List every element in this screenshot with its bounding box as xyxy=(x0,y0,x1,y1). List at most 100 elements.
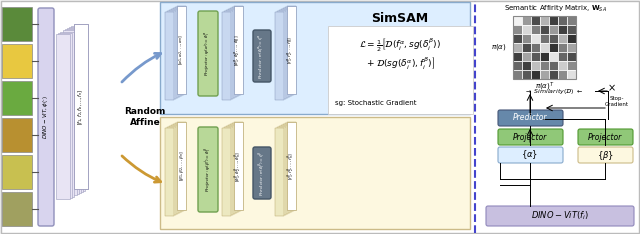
Bar xyxy=(522,70,531,79)
Bar xyxy=(279,10,288,98)
Bar xyxy=(540,70,549,79)
Bar xyxy=(232,7,241,95)
Bar xyxy=(277,11,286,99)
Bar xyxy=(558,16,567,25)
Bar xyxy=(549,61,558,70)
Bar xyxy=(167,11,176,99)
FancyBboxPatch shape xyxy=(578,129,633,145)
Bar xyxy=(2,118,32,152)
Bar xyxy=(513,52,522,61)
Bar xyxy=(513,16,576,79)
Bar xyxy=(169,10,178,98)
Bar xyxy=(224,11,233,99)
Text: $\pi(\alpha)^T$: $\pi(\alpha)^T$ xyxy=(534,81,554,93)
Bar xyxy=(531,34,540,43)
Bar xyxy=(173,124,182,212)
Bar xyxy=(328,26,473,114)
Bar xyxy=(167,127,176,215)
Bar xyxy=(60,32,74,197)
Bar xyxy=(522,16,531,25)
Bar xyxy=(513,43,522,52)
Bar xyxy=(283,8,292,96)
Bar xyxy=(169,126,178,214)
Bar xyxy=(275,12,284,100)
Bar xyxy=(56,34,70,199)
Bar xyxy=(531,52,540,61)
Text: $[f_1^\alpha, f_2^\alpha, \ldots, f_n^\alpha]$: $[f_1^\alpha, f_2^\alpha, \ldots, f_n^\a… xyxy=(287,36,296,64)
Bar xyxy=(531,70,540,79)
Bar xyxy=(74,24,88,189)
Bar xyxy=(283,124,292,212)
Bar xyxy=(549,43,558,52)
Bar xyxy=(69,27,83,192)
Bar xyxy=(160,117,470,229)
Text: $DINO-ViT, \phi(\cdot)$: $DINO-ViT, \phi(\cdot)$ xyxy=(42,95,51,139)
Text: Predictor: Predictor xyxy=(513,113,547,123)
Bar xyxy=(540,16,549,25)
Bar xyxy=(224,127,233,215)
Bar xyxy=(540,34,549,43)
Bar xyxy=(285,7,294,95)
Bar xyxy=(232,123,241,211)
Text: Projector: Projector xyxy=(588,132,622,142)
Bar xyxy=(175,123,184,211)
FancyBboxPatch shape xyxy=(578,147,633,163)
Text: Semantic Affirity Matrix, $\mathbf{W}_{SA}$: Semantic Affirity Matrix, $\mathbf{W}_{S… xyxy=(504,4,607,14)
Bar xyxy=(177,122,186,210)
Bar xyxy=(522,61,531,70)
Bar xyxy=(222,12,231,100)
Bar xyxy=(287,122,296,210)
Bar xyxy=(63,30,77,195)
Text: sg: Stochastic Gradient: sg: Stochastic Gradient xyxy=(335,100,417,106)
FancyBboxPatch shape xyxy=(486,206,634,226)
Bar xyxy=(522,52,531,61)
Bar xyxy=(513,61,522,70)
Bar xyxy=(549,34,558,43)
Text: $[\beta_1, \beta_2, \ldots, \beta_n]$: $[\beta_1, \beta_2, \ldots, \beta_n]$ xyxy=(177,151,186,181)
Bar xyxy=(285,123,294,211)
Bar xyxy=(522,25,531,34)
Bar xyxy=(72,26,85,191)
Bar xyxy=(567,34,576,43)
Bar xyxy=(173,8,182,96)
Bar xyxy=(177,6,186,94)
Bar xyxy=(171,9,180,97)
Text: Random
Affine: Random Affine xyxy=(124,107,166,127)
Bar xyxy=(558,25,567,34)
Bar xyxy=(226,126,235,214)
Text: $[\alpha_1, \alpha_2, \ldots, \alpha_n]$: $[\alpha_1, \alpha_2, \ldots, \alpha_n]$ xyxy=(178,35,185,66)
FancyBboxPatch shape xyxy=(498,129,563,145)
Bar xyxy=(522,34,531,43)
Bar xyxy=(281,125,290,213)
Text: $\rightarrow$ $Similarity(\mathcal{D})$ $\leftarrow$: $\rightarrow$ $Similarity(\mathcal{D})$ … xyxy=(524,87,584,95)
Bar xyxy=(513,34,522,43)
Bar xyxy=(226,10,235,98)
Text: $\left.+ \mathcal{D}(sg(\delta_i^{\alpha}), f_i^{\beta})\right]$: $\left.+ \mathcal{D}(sg(\delta_i^{\alpha… xyxy=(365,56,435,72)
Bar xyxy=(522,43,531,52)
Text: SimSAM: SimSAM xyxy=(371,12,429,25)
Bar xyxy=(165,128,174,216)
Bar xyxy=(558,52,567,61)
Bar xyxy=(531,25,540,34)
Bar xyxy=(175,7,184,95)
Bar xyxy=(228,125,237,213)
Bar xyxy=(531,61,540,70)
Text: $\{\alpha\}$: $\{\alpha\}$ xyxy=(522,149,539,161)
Bar xyxy=(234,6,243,94)
Bar xyxy=(228,9,237,97)
Bar xyxy=(531,16,540,25)
Bar xyxy=(513,70,522,79)
FancyBboxPatch shape xyxy=(198,127,218,212)
Text: $[\delta_1^\alpha, \delta_2^\alpha, \ldots, \delta_n^\alpha]$: $[\delta_1^\alpha, \delta_2^\alpha, \ldo… xyxy=(234,34,243,66)
Bar xyxy=(540,25,549,34)
Bar xyxy=(549,52,558,61)
Bar xyxy=(171,125,180,213)
Text: $[f_1^\beta, f_2^\beta, \ldots, f_n^\beta]$: $[f_1^\beta, f_2^\beta, \ldots, f_n^\bet… xyxy=(286,152,297,180)
Bar xyxy=(160,2,470,114)
Bar xyxy=(567,25,576,34)
Bar xyxy=(2,192,32,226)
Bar xyxy=(549,25,558,34)
Bar xyxy=(513,16,522,25)
Text: $[f_1, f_2, f_b, \ldots, f_n]$: $[f_1, f_2, f_b, \ldots, f_n]$ xyxy=(76,89,85,125)
Text: $Projector: \psi(\beta^i) = \delta_i^\beta$: $Projector: \psi(\beta^i) = \delta_i^\be… xyxy=(202,147,214,192)
